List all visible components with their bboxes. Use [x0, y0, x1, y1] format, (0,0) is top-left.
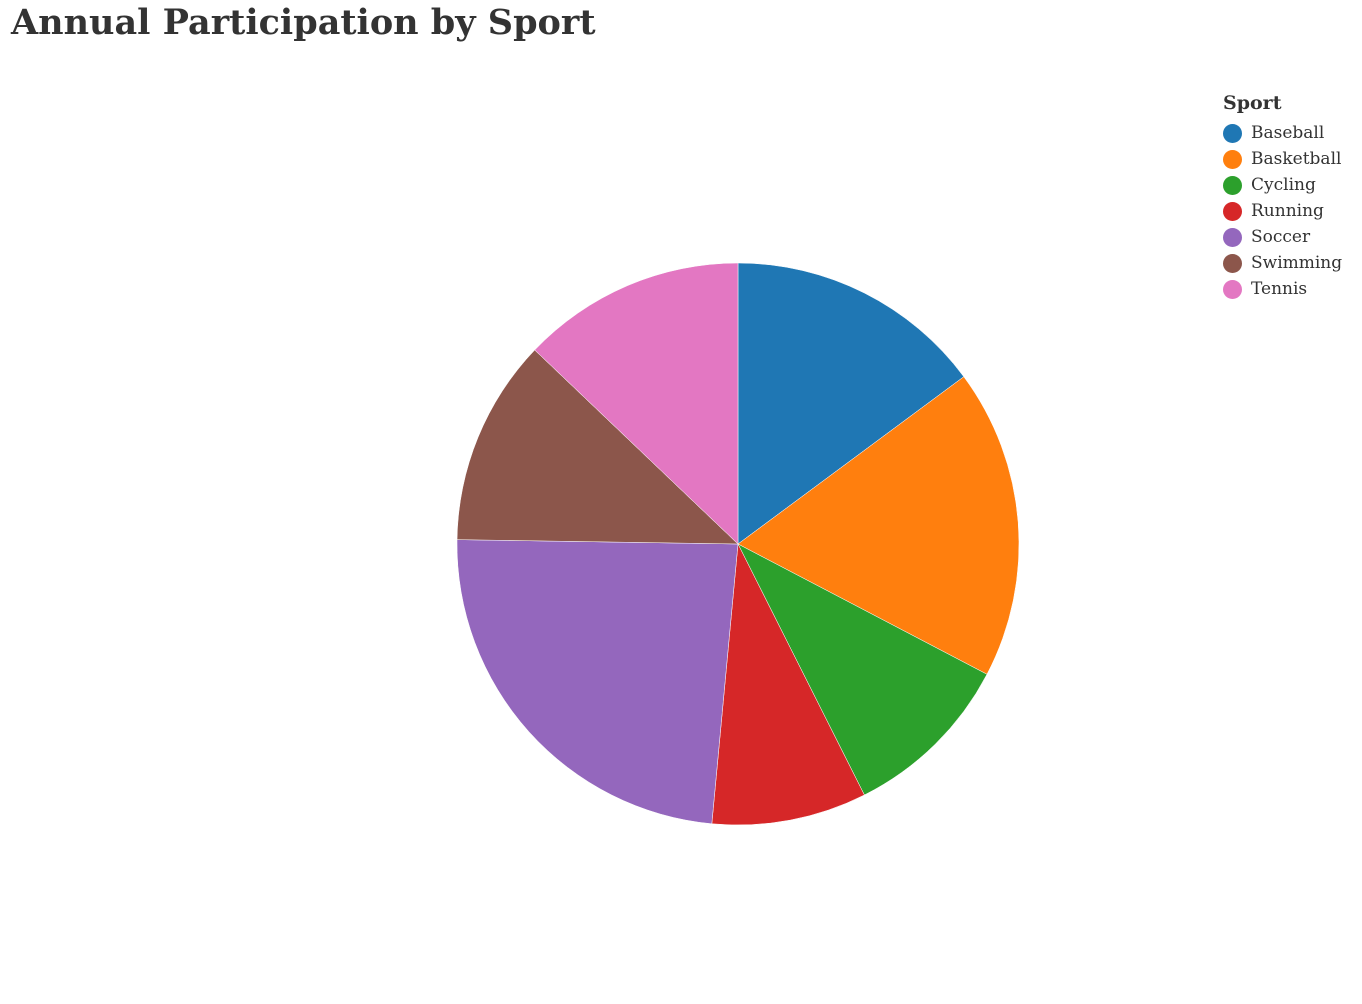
legend-swatch-basketball — [1223, 149, 1242, 169]
legend-swatch-cycling — [1223, 175, 1242, 195]
pie-slice-baseball — [737, 262, 965, 545]
legend-label-baseball: Baseball — [1251, 123, 1325, 143]
legend: Sport Baseball Basketball Cycling Running So… — [1223, 92, 1342, 302]
legend-label-cycling: Cycling — [1251, 175, 1316, 195]
pie-slice-cycling — [737, 543, 988, 796]
legend-swatch-swimming — [1223, 253, 1242, 273]
pie-slice-swimming — [456, 349, 739, 545]
legend-item-tennis: Tennis — [1223, 276, 1342, 302]
legend-label-running: Running — [1251, 201, 1324, 221]
legend-item-baseball: Baseball — [1223, 120, 1342, 146]
legend-item-basketball: Basketball — [1223, 146, 1342, 172]
legend-item-running: Running — [1223, 198, 1342, 224]
legend-label-soccer: Soccer — [1251, 227, 1311, 247]
legend-label-basketball: Basketball — [1251, 149, 1342, 169]
legend-swatch-tennis — [1223, 279, 1242, 299]
pie-slices — [456, 262, 1020, 826]
legend-label-tennis: Tennis — [1251, 279, 1308, 299]
legend-label-swimming: Swimming — [1251, 253, 1343, 273]
pie-slice-tennis — [534, 262, 739, 545]
pie-slice-basketball — [737, 376, 1020, 675]
legend-swatch-soccer — [1223, 227, 1242, 247]
legend-item-soccer: Soccer — [1223, 224, 1342, 250]
pie-slice-running — [711, 543, 865, 826]
legend-title: Sport — [1223, 92, 1282, 114]
legend-swatch-baseball — [1223, 123, 1242, 143]
legend-item-cycling: Cycling — [1223, 172, 1342, 198]
legend-swatch-running — [1223, 201, 1242, 221]
pie-slice-soccer — [456, 539, 739, 825]
legend-items: Baseball Basketball Cycling Running Soccer Sw… — [1223, 120, 1342, 302]
chart-title: Annual Participation by Sport — [11, 2, 596, 43]
legend-item-swimming: Swimming — [1223, 250, 1342, 276]
